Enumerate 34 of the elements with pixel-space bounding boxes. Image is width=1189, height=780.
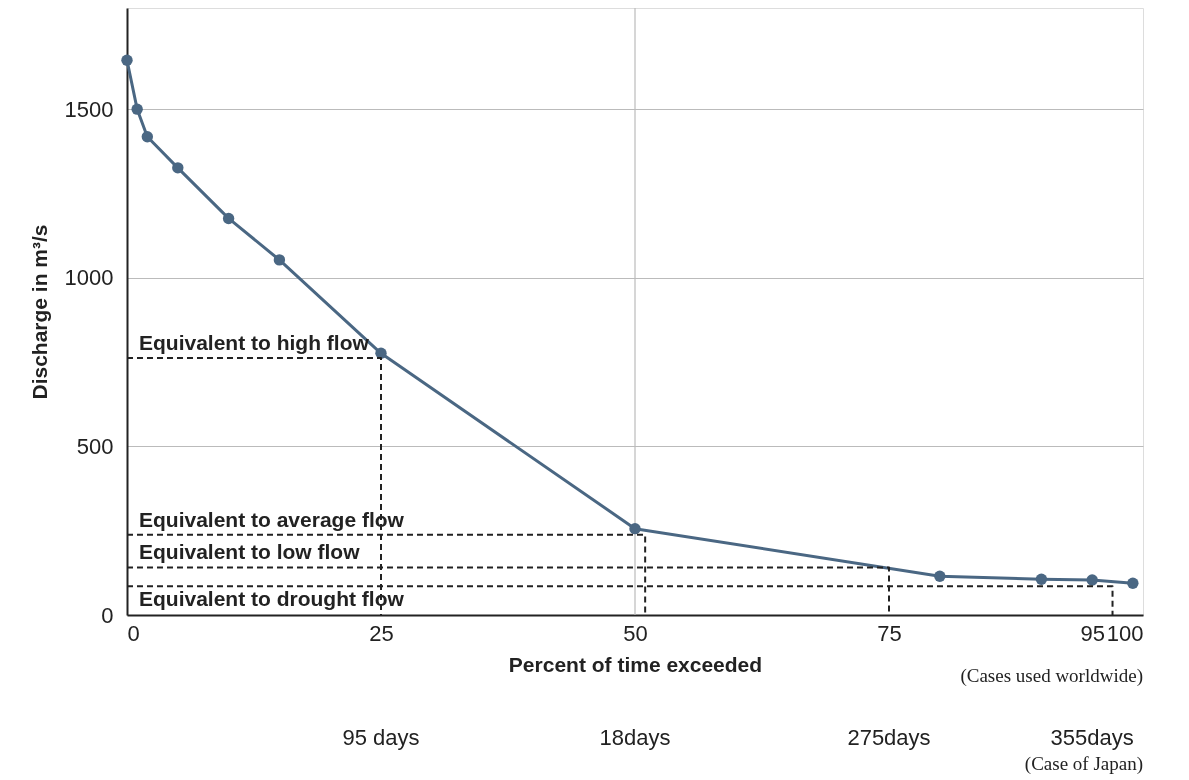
point [934,570,946,582]
y-tick-label: 0 [101,602,114,628]
y-axis-title: Discharge in m³/s [27,224,51,400]
x-tick-label: 0 [127,620,140,646]
x-tick-label: 25 [369,620,394,646]
x-axis-title: Percent of time exceeded [508,652,763,676]
x-tick-label: 75 [877,620,902,646]
point [121,54,133,66]
annotation: Equivalent to low flow [139,540,361,564]
point [1127,577,1139,589]
y-tick-label: 1500 [64,96,114,122]
text: (Case of Japan) [1024,753,1143,775]
annotation: Equivalent to average flow [139,507,405,531]
point [273,254,286,266]
point [1035,573,1048,585]
text: 95 days [342,725,420,750]
point [1086,574,1098,586]
text: 18days [599,725,671,750]
point [375,347,387,360]
x-tick-label: 50 [623,620,648,646]
x-tick-label: 95 [1080,620,1105,646]
text: 355days [1050,725,1134,750]
text: 275days [847,725,931,750]
text: (Cases used worldwide) [960,665,1143,687]
point [141,131,154,143]
annotation: Equivalent to drought flow [139,587,405,611]
point [222,212,235,225]
point [131,103,143,115]
y-tick-label: 500 [76,433,114,459]
point [172,162,184,174]
y-tick-label: 1000 [64,265,114,291]
x-tick-label: 100 [1106,620,1144,646]
annotation: Equivalent to high flow [139,331,370,355]
point [629,522,641,535]
